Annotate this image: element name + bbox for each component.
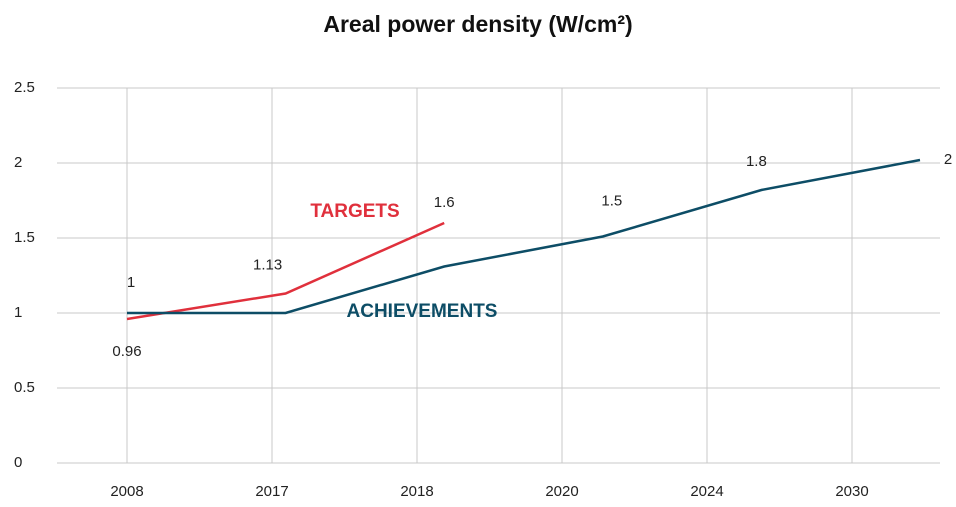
- x-tick-label: 2024: [690, 483, 723, 500]
- series-name: ACHIEVEMENTS: [347, 301, 498, 322]
- series-name: TARGETS: [310, 201, 399, 222]
- x-tick-label: 2020: [545, 483, 578, 500]
- x-tick-label: 2017: [255, 483, 288, 500]
- data-label: 0.96: [112, 343, 141, 360]
- y-tick-label: 0.5: [14, 379, 35, 396]
- data-label: 1.5: [601, 192, 622, 209]
- x-tick-label: 2008: [110, 483, 143, 500]
- data-label: 1.6: [434, 194, 455, 211]
- data-label: 2: [944, 151, 952, 168]
- y-tick-label: 2.5: [14, 79, 35, 96]
- x-tick-label: 2030: [835, 483, 868, 500]
- series-line: [127, 158, 921, 315]
- x-tick-label: 2018: [400, 483, 433, 500]
- chart-title: Areal power density (W/cm²): [323, 11, 632, 37]
- y-tick-label: 1: [14, 304, 22, 321]
- data-label: 1: [127, 274, 135, 291]
- y-tick-label: 0: [14, 454, 22, 471]
- y-tick-label: 2: [14, 154, 22, 171]
- series-line: [126, 221, 445, 321]
- data-label: 1.13: [253, 256, 282, 273]
- data-label: 1.8: [746, 153, 767, 170]
- y-tick-label: 1.5: [14, 229, 35, 246]
